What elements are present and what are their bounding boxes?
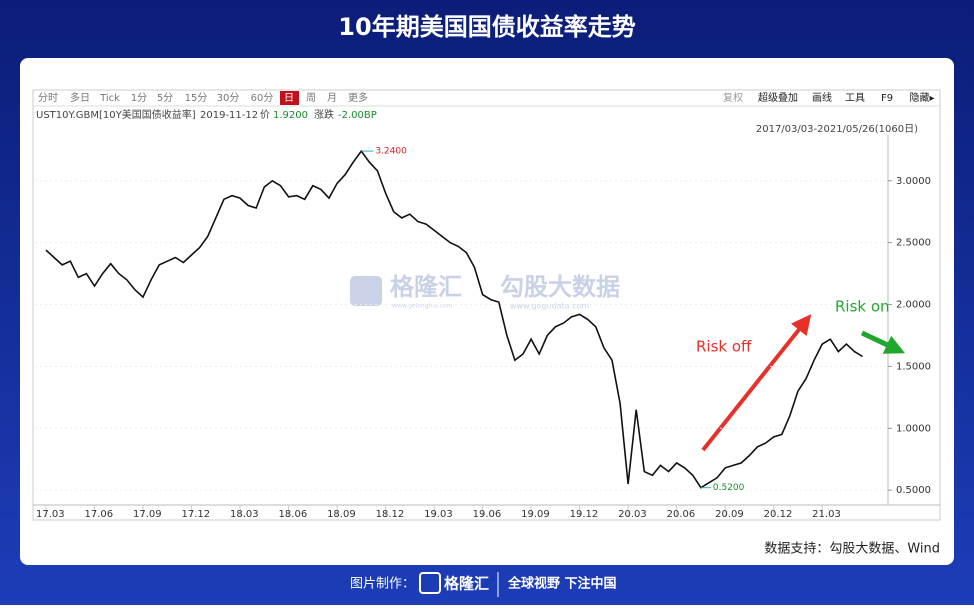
frame xyxy=(32,89,941,521)
x-tick-label: 19.03 xyxy=(424,509,453,520)
price-label: 价 xyxy=(260,109,270,121)
y-tick-label: 3.0000 xyxy=(896,176,931,187)
x-tick-label: 19.12 xyxy=(570,509,599,520)
x-tick-label: 20.03 xyxy=(618,509,647,520)
x-tick-label: 20.12 xyxy=(764,509,793,520)
min-label: 0.5200 xyxy=(713,483,745,493)
tab-selected xyxy=(280,91,299,105)
x-tick-label: 20.06 xyxy=(667,509,696,520)
x-tick-label: 17.09 xyxy=(133,509,162,520)
y-tick-label: 1.0000 xyxy=(896,423,931,434)
x-tick-label: 21.03 xyxy=(812,509,841,520)
watermark: 格隆汇 www.gelonghui.com 勾股大数据 www.gogudata… xyxy=(350,273,620,311)
date: 2019-11-12 xyxy=(200,110,258,121)
made-by: 图片制作： xyxy=(350,577,415,592)
arrow xyxy=(860,330,906,354)
brand: 格隆汇 xyxy=(444,575,489,593)
toolbar-button[interactable]: 超级叠加 xyxy=(758,91,798,104)
toolbar-tab[interactable]: 5分 xyxy=(157,92,173,104)
y-tick-label: 2.0000 xyxy=(896,300,931,311)
change-label: 涨跌 xyxy=(314,108,334,121)
x-tick-label: 17.12 xyxy=(182,509,211,520)
source: 数据支持：勾股大数据、Wind xyxy=(764,542,940,557)
toolbar-button[interactable]: 工具 xyxy=(845,92,865,104)
logo xyxy=(419,572,441,594)
toolbar-tab[interactable]: 15分 xyxy=(185,92,208,104)
x-tick-label: 19.09 xyxy=(521,509,550,520)
x-tick-label: 17.06 xyxy=(85,509,114,520)
x-tick-label: 20.09 xyxy=(715,509,744,520)
x-tick-label: 18.03 xyxy=(230,509,259,520)
x-tick-label: 17.03 xyxy=(36,509,65,520)
toolbar-tab[interactable]: 日 xyxy=(284,93,294,104)
range: 2017/03/03-2021/05/26(1060日) xyxy=(756,124,918,135)
x-tick-label: 18.06 xyxy=(279,509,308,520)
toolbar-tab[interactable]: 60分 xyxy=(251,92,274,104)
watermark-text: 格隆汇 xyxy=(390,273,462,301)
price: 1.9200 xyxy=(273,110,308,121)
toolbar-button[interactable]: 隐藏▸ xyxy=(909,92,934,104)
toolbar-tab[interactable]: 多日 xyxy=(70,91,90,104)
annotation: Risk off xyxy=(696,338,752,356)
x-tick-label: 19.06 xyxy=(473,509,502,520)
page-title: 10年期美国国债收益率走势 xyxy=(338,13,635,41)
line-series xyxy=(45,149,864,489)
symbol: UST10Y.GBM[10Y美国国债收益率] xyxy=(36,108,196,121)
toolbar: 分时 多日 Tick 1分 5分 15分 30分 60分日 周月更多 复权 超级叠加 画线 工具 F9 隐藏… xyxy=(38,91,935,104)
change: -2.00BP xyxy=(338,110,377,121)
annotation: Risk on xyxy=(835,298,890,316)
y-tick-label: 1.5000 xyxy=(896,361,931,372)
toolbar-tab[interactable]: 月 xyxy=(327,92,337,104)
toolbar-button[interactable]: 画线 xyxy=(812,91,832,104)
toolbar-tab[interactable]: 1分 xyxy=(131,92,147,104)
max-label: 3.2400 xyxy=(375,147,407,157)
y-tick-label: 0.5000 xyxy=(896,485,931,496)
x-tick-label: 18.12 xyxy=(376,509,405,520)
toolbar-tab[interactable]: 30分 xyxy=(217,92,240,104)
toolbar-tab[interactable]: 周 xyxy=(306,92,316,104)
toolbar-button[interactable]: 复权 xyxy=(723,91,743,104)
watermark-url: www.gogudata.com xyxy=(510,302,589,311)
y-tick-label: 2.5000 xyxy=(896,238,931,249)
watermark-url: www.gelonghui.com xyxy=(392,303,453,310)
slogan: 全球视野 下注中国 xyxy=(507,576,617,592)
card xyxy=(20,58,954,565)
x-tick-label: 18.09 xyxy=(327,509,356,520)
quote: UST10Y.GBM[10Y美国国债收益率] 2019-11-12 价 1.92… xyxy=(36,108,918,135)
toolbar-tab[interactable]: Tick xyxy=(99,93,120,104)
watermark-text: 勾股大数据 xyxy=(500,273,620,301)
toolbar-tab[interactable]: 分时 xyxy=(38,92,58,104)
toolbar-tab[interactable]: 更多 xyxy=(348,91,368,104)
logo xyxy=(350,276,382,306)
toolbar-button[interactable]: F9 xyxy=(881,93,893,104)
